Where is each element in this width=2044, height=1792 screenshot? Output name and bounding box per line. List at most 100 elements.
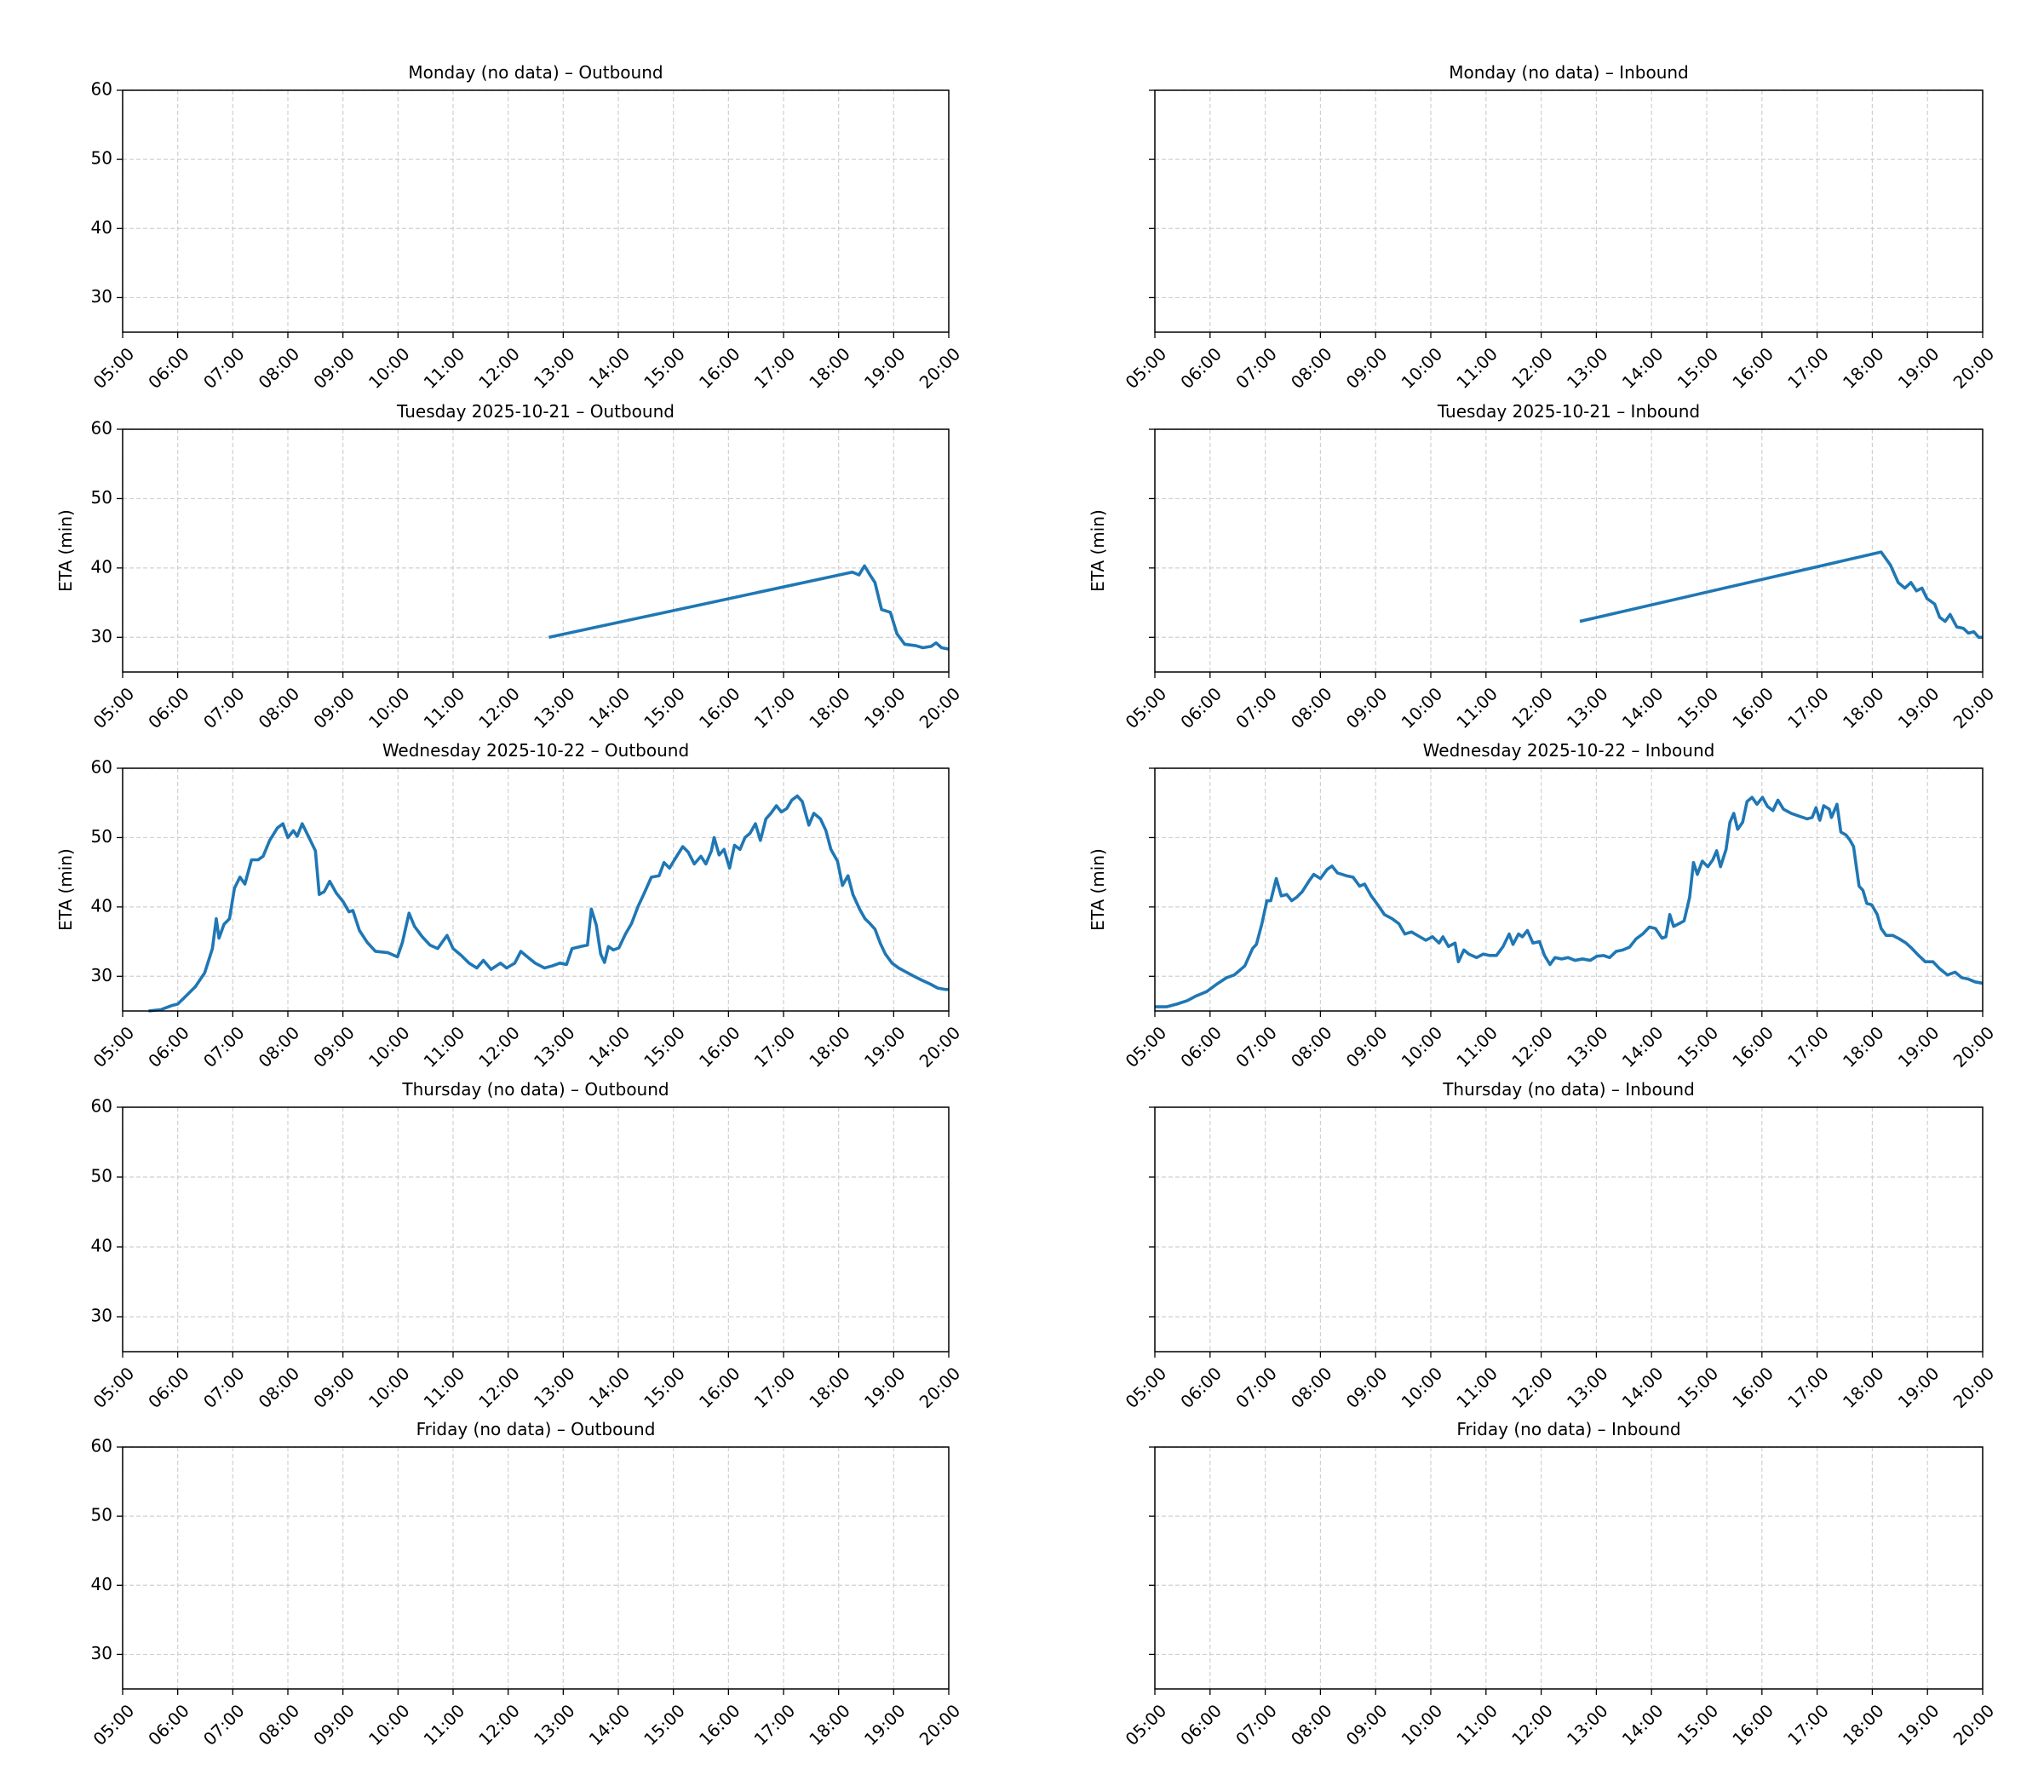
x-tick-label: 09:00 (1342, 1700, 1392, 1749)
plot-frame (1154, 767, 1984, 1012)
x-tick-label: 12:00 (1507, 1363, 1557, 1412)
x-tick-label: 10:00 (1398, 683, 1447, 732)
subplot: 05:00 06:00 07:00 08:00 09:00 10:00 11:00 12:00… (1122, 62, 1999, 393)
x-tick-label: 08:00 (255, 1363, 304, 1412)
x-tick-label: 10:00 (365, 343, 414, 393)
x-tick-label: 20:00 (1949, 1363, 1999, 1412)
y-tick-label: 60 (91, 418, 112, 439)
data-line (1155, 795, 1984, 1008)
x-tick-label: 07:00 (199, 343, 249, 393)
y-tick-label: 50 (91, 1505, 112, 1525)
x-tick-label: 16:00 (1728, 1700, 1777, 1749)
x-tick-label: 06:00 (1176, 1700, 1226, 1749)
x-tick-label: 12:00 (1507, 1022, 1557, 1071)
x-tick-label: 15:00 (1674, 343, 1723, 393)
x-tick-label: 05:00 (1122, 1700, 1171, 1749)
x-tick-label: 16:00 (1728, 343, 1777, 393)
x-tick-label: 11:00 (420, 1022, 469, 1071)
x-tick-label: 10:00 (1398, 1363, 1447, 1412)
y-tick-label: 60 (91, 757, 112, 778)
x-tick-label: 18:00 (805, 1700, 854, 1749)
x-tick-label: 10:00 (365, 683, 414, 732)
x-tick-label: 17:00 (1783, 1700, 1833, 1749)
x-tick-label: 13:00 (1563, 1363, 1612, 1412)
y-tick-label: 50 (91, 1166, 112, 1186)
x-tick-label: 06:00 (144, 683, 193, 732)
x-tick-label: 07:00 (1232, 1022, 1281, 1071)
x-tick-label: 18:00 (805, 1022, 854, 1071)
x-tick-label: 19:00 (1894, 343, 1944, 393)
x-tick-label: 16:00 (695, 1022, 744, 1071)
x-tick-label: 20:00 (1949, 683, 1999, 732)
x-tick-label: 14:00 (1618, 343, 1668, 393)
x-tick-label: 13:00 (530, 1022, 579, 1071)
x-tick-label: 10:00 (365, 1022, 414, 1071)
y-tick-label: 30 (91, 1643, 112, 1663)
x-tick-label: 19:00 (860, 343, 910, 393)
x-tick-label: 06:00 (1176, 343, 1226, 393)
x-tick-label: 20:00 (1949, 1022, 1999, 1071)
x-tick-label: 12:00 (1507, 1700, 1557, 1749)
x-tick-label: 12:00 (474, 683, 524, 732)
x-tick-label: 11:00 (420, 1700, 469, 1749)
subplot: 05:00 06:00 07:00 08:00 09:00 10:00 11:00 12:00… (1088, 401, 1998, 732)
x-tick-label: 14:00 (585, 683, 634, 732)
x-tick-label: 14:00 (585, 343, 634, 393)
x-tick-label: 06:00 (144, 343, 193, 393)
y-tick-label: 30 (91, 1306, 112, 1326)
x-tick-label: 12:00 (474, 1363, 524, 1412)
y-tick-label: 50 (91, 487, 112, 508)
x-tick-label: 06:00 (1176, 1363, 1226, 1412)
y-tick-label: 40 (91, 895, 112, 916)
x-tick-label: 13:00 (1563, 343, 1612, 393)
x-tick-label: 14:00 (1618, 1363, 1668, 1412)
x-tick-label: 18:00 (1839, 683, 1888, 732)
x-tick-label: 07:00 (1232, 683, 1281, 732)
data-line (1579, 550, 1983, 640)
plot-frame (122, 428, 950, 673)
x-tick-label: 08:00 (255, 1700, 304, 1749)
x-tick-label: 13:00 (530, 1363, 579, 1412)
x-tick-label: 08:00 (1287, 683, 1336, 732)
x-tick-label: 11:00 (1452, 1363, 1501, 1412)
plot-frame (1154, 1446, 1984, 1690)
subplot-title: Friday (no data) – Outbound (416, 1419, 656, 1439)
x-tick-label: 18:00 (805, 1363, 854, 1412)
x-tick-label: 06:00 (144, 1700, 193, 1749)
x-tick-label: 19:00 (1894, 683, 1944, 732)
x-tick-label: 07:00 (1232, 343, 1281, 393)
x-tick-label: 16:00 (1728, 1363, 1777, 1412)
x-tick-label: 16:00 (695, 1700, 744, 1749)
x-tick-label: 16:00 (695, 343, 744, 393)
x-tick-label: 07:00 (199, 683, 249, 732)
x-tick-label: 12:00 (1507, 683, 1557, 732)
x-tick-label: 11:00 (1452, 683, 1501, 732)
subplot-title: Friday (no data) – Inbound (1456, 1419, 1680, 1439)
x-tick-label: 17:00 (750, 683, 800, 732)
x-tick-label: 14:00 (1618, 1022, 1668, 1071)
y-tick-label: 40 (91, 217, 112, 238)
subplot: 05:00 06:00 07:00 08:00 09:00 10:00 11:00 12:00… (55, 401, 964, 732)
x-tick-label: 05:00 (1122, 683, 1171, 732)
x-tick-label: 17:00 (1783, 1022, 1833, 1071)
x-tick-label: 14:00 (1618, 1700, 1668, 1749)
x-tick-label: 09:00 (309, 1363, 359, 1412)
subplot-title: Thursday (no data) – Outbound (401, 1079, 669, 1100)
x-tick-label: 06:00 (144, 1363, 193, 1412)
x-tick-label: 15:00 (1674, 683, 1723, 732)
x-tick-label: 09:00 (309, 343, 359, 393)
x-tick-label: 14:00 (585, 1700, 634, 1749)
subplot: 05:00 06:00 07:00 08:00 09:00 10:00 11:00 12:00… (89, 62, 965, 393)
y-axis-label: ETA (min) (1088, 848, 1108, 931)
plot-frame (122, 1106, 950, 1353)
x-tick-label: 13:00 (530, 683, 579, 732)
y-tick-label: 30 (91, 286, 112, 307)
x-tick-label: 07:00 (1232, 1363, 1281, 1412)
x-tick-label: 17:00 (1783, 343, 1833, 393)
subplot: 05:00 06:00 07:00 08:00 09:00 10:00 11:00 12:00… (1088, 740, 1998, 1071)
x-tick-label: 13:00 (530, 1700, 579, 1749)
x-tick-label: 16:00 (1728, 1022, 1777, 1071)
x-tick-label: 15:00 (1674, 1363, 1723, 1412)
x-tick-label: 10:00 (1398, 1700, 1447, 1749)
